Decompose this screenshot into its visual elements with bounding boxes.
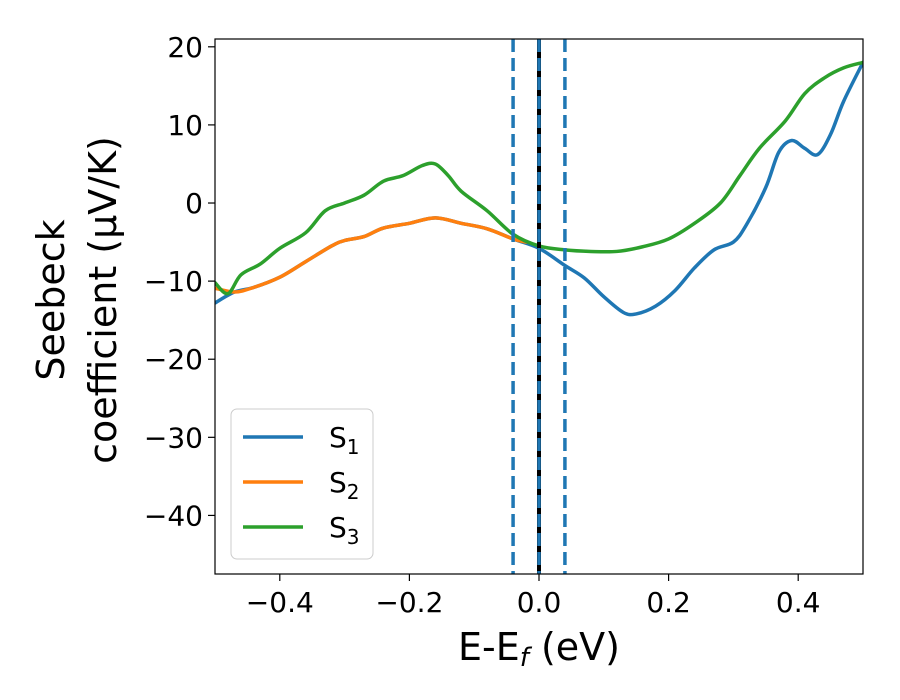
y-tick-label: −30 — [144, 421, 203, 454]
y-axis-title-line1: Seebeck — [29, 219, 73, 380]
legend-box — [230, 408, 374, 560]
y-tick-label: −20 — [144, 343, 203, 376]
legend: S1 S2 S3 — [230, 408, 374, 560]
y-tick-label: 20 — [167, 31, 203, 64]
y-axis-title-line2: coefficient (μV/K) — [81, 136, 125, 464]
y-tick-label: −10 — [144, 265, 203, 298]
series-line-s2 — [215, 216, 528, 294]
y-tick-label: 0 — [185, 187, 203, 220]
x-tick-label: 0.2 — [646, 586, 691, 619]
y-tick-label: −40 — [144, 499, 203, 532]
legend-label-s2: S2 — [329, 466, 360, 504]
x-axis-title: E-Ef (eV) — [458, 625, 620, 673]
legend-label-s1: S1 — [329, 421, 360, 459]
series-line-s3 — [215, 60, 863, 296]
legend-label-s3: S3 — [329, 511, 360, 549]
y-axis-title: Seebeck coefficient (μV/K) — [29, 136, 125, 464]
x-tick-label: −0.2 — [375, 586, 443, 619]
x-axis: −0.4 −0.2 0.0 0.2 0.4 — [246, 574, 821, 619]
plot-area — [215, 39, 863, 574]
x-tick-label: −0.4 — [246, 586, 314, 619]
x-tick-label: 0.0 — [517, 586, 562, 619]
y-tick-label: 10 — [167, 109, 203, 142]
x-tick-label: 0.4 — [776, 586, 821, 619]
y-axis: 20 10 0 −10 −20 −30 −40 — [144, 31, 215, 532]
